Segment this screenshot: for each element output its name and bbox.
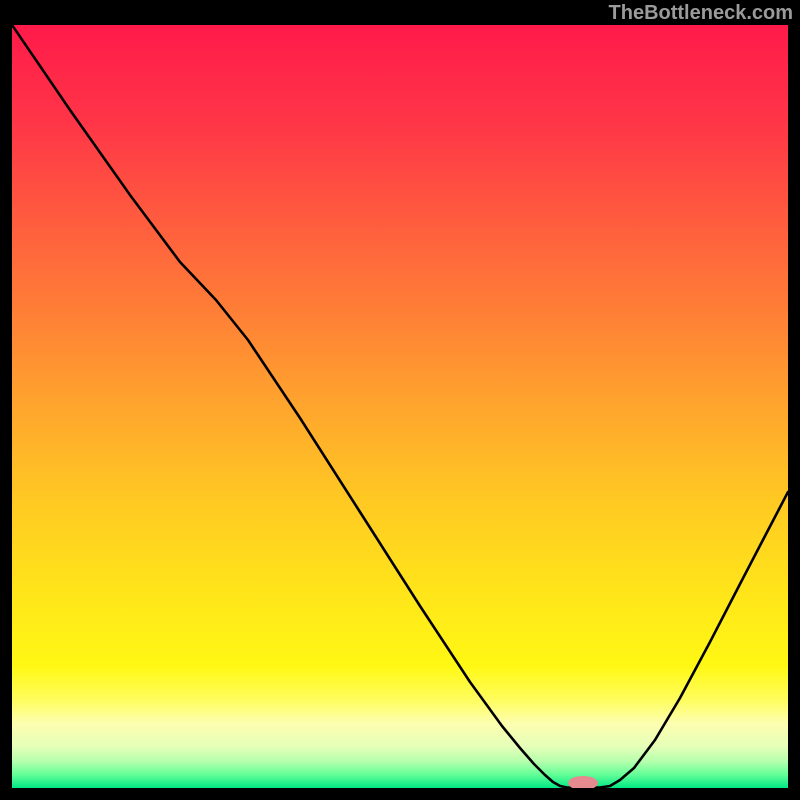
- plot-area: [0, 0, 800, 800]
- bottleneck-chart-svg: [0, 0, 800, 800]
- chart-frame: TheBottleneck.com: [0, 0, 800, 800]
- optimum-marker: [568, 776, 598, 790]
- gradient-background: [12, 25, 788, 788]
